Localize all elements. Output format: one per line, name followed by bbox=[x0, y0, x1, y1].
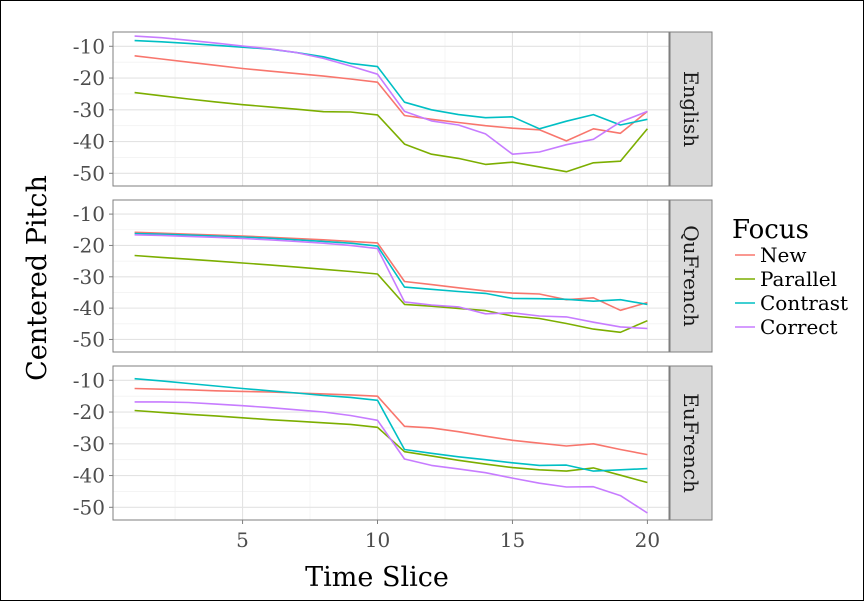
facet-strip bbox=[669, 31, 713, 187]
panel-border bbox=[112, 31, 670, 187]
y-tick-label: -30 bbox=[73, 98, 105, 122]
y-tick-label: -50 bbox=[73, 327, 105, 351]
panels: -10 -20 -30 -40 -50 English -10 -20 -30 -40 -50 QuF… bbox=[73, 31, 713, 552]
legend-label-new: New bbox=[760, 243, 806, 267]
y-tick-label: -50 bbox=[73, 161, 105, 185]
y-tick-label: -30 bbox=[73, 265, 105, 289]
y-tick-label: -40 bbox=[73, 296, 105, 320]
y-tick-label: -20 bbox=[73, 233, 105, 257]
legend-label-correct: Correct bbox=[760, 315, 838, 339]
panel-background bbox=[113, 32, 669, 186]
facet-strip bbox=[669, 365, 713, 521]
y-axis-title: Centered Pitch bbox=[22, 175, 53, 381]
series-line-correct bbox=[134, 401, 648, 514]
series-line-contrast bbox=[134, 377, 648, 472]
y-tick-label: -10 bbox=[73, 202, 105, 226]
series-line-parallel bbox=[134, 254, 648, 334]
series-line-new bbox=[134, 387, 648, 456]
x-tick-label: 5 bbox=[236, 528, 249, 552]
panel-qufrench: -10 -20 -30 -40 -50 QuFrench bbox=[73, 199, 713, 353]
panel-background bbox=[113, 366, 669, 520]
x-axis: 5 10 15 20 bbox=[236, 520, 660, 552]
y-tick-label: -10 bbox=[73, 368, 105, 392]
x-tick-label: 15 bbox=[500, 528, 525, 552]
panel-english: -10 -20 -30 -40 -50 English bbox=[73, 31, 713, 187]
y-tick-label: -50 bbox=[73, 495, 105, 519]
series-line-parallel bbox=[134, 91, 649, 173]
series-line-new bbox=[134, 55, 648, 142]
y-tick-label: -40 bbox=[73, 464, 105, 488]
panel-eufrench: -10 -20 -30 -40 -50 EuFrench bbox=[73, 365, 713, 521]
legend-label-contrast: Contrast bbox=[760, 291, 848, 315]
y-tick-label: -20 bbox=[73, 66, 105, 90]
legend-title: Focus bbox=[732, 215, 809, 245]
series-line-correct bbox=[134, 35, 648, 155]
facet-strip-label: QuFrench bbox=[679, 225, 703, 327]
y-tick-label: -20 bbox=[73, 400, 105, 424]
series-line-contrast bbox=[134, 39, 648, 130]
panel-border bbox=[112, 199, 670, 353]
y-tick-label: -40 bbox=[73, 130, 105, 154]
facet-strip-label: EuFrench bbox=[679, 393, 703, 493]
facet-strip-label: English bbox=[679, 71, 703, 147]
panel-border bbox=[112, 365, 670, 521]
y-tick-label: -10 bbox=[73, 34, 105, 58]
x-tick-label: 20 bbox=[635, 528, 660, 552]
y-tick-label: -30 bbox=[73, 432, 105, 456]
x-tick-label: 10 bbox=[365, 528, 390, 552]
legend-label-parallel: Parallel bbox=[760, 267, 837, 291]
facet-strip bbox=[669, 199, 713, 353]
x-axis-title: Time Slice bbox=[305, 562, 449, 593]
series-line-contrast bbox=[134, 232, 648, 306]
series-line-correct bbox=[134, 234, 648, 330]
